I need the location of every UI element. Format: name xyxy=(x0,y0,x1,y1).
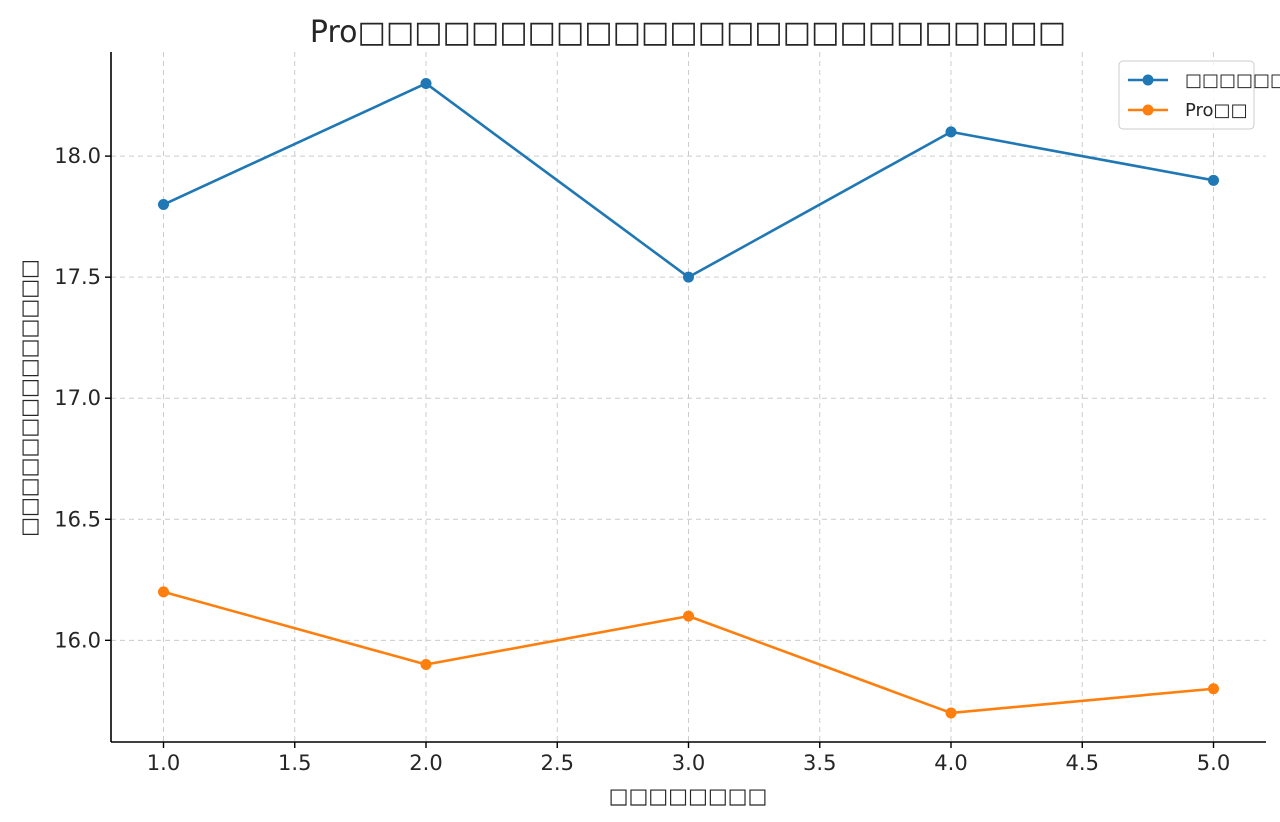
series-2-point xyxy=(683,610,694,622)
legend-marker-2 xyxy=(1142,104,1154,116)
x-tick-label: 1.0 xyxy=(147,751,180,775)
chart-title: Pro□□□□□□□□□□□□□□□□□□□□□□□□□ xyxy=(310,15,1066,50)
series-2-point xyxy=(945,707,957,719)
series-1-point xyxy=(420,77,432,89)
x-tick-label: 3.0 xyxy=(672,751,705,775)
legend-label-2: Pro□□ xyxy=(1185,100,1248,121)
series-layer xyxy=(158,77,1219,719)
x-tick-label: 1.5 xyxy=(278,751,311,775)
y-tick-label: 18.0 xyxy=(54,144,101,168)
x-tick-label: 4.0 xyxy=(934,751,967,775)
x-tick-label: 2.0 xyxy=(409,751,442,775)
x-tick-label: 4.5 xyxy=(1066,751,1099,775)
series-1-point xyxy=(1208,174,1219,186)
legend: □□□□□□□ Pro□□ xyxy=(1118,60,1280,130)
y-tick-label: 17.0 xyxy=(54,386,101,410)
legend-marker-1 xyxy=(1142,74,1154,86)
y-tick-label: 16.5 xyxy=(54,507,101,531)
x-tick-label: 2.5 xyxy=(541,751,574,775)
series-1-point xyxy=(945,126,957,138)
series-2-point xyxy=(420,659,432,671)
series-1-point xyxy=(158,199,169,211)
x-tick-label: 3.5 xyxy=(803,751,836,775)
legend-label-1: □□□□□□□ xyxy=(1185,70,1280,91)
series-2-point xyxy=(1208,683,1219,695)
y-tick-label: 17.5 xyxy=(54,265,101,289)
y-axis-label: □□□□□□□□□□□□□□ xyxy=(17,259,41,537)
series-2-point xyxy=(158,586,169,598)
grid-layer xyxy=(111,52,1266,742)
x-axis-label: □□□□□□□□ xyxy=(609,784,768,808)
ticks-layer: 1.0 1.5 2.0 2.5 3.0 3.5 4.0 4.5 5.0 16.0 16.5 17.0 1… xyxy=(54,144,1230,775)
series-1-point xyxy=(683,271,694,283)
y-tick-label: 16.0 xyxy=(54,628,101,652)
x-tick-label: 5.0 xyxy=(1197,751,1230,775)
